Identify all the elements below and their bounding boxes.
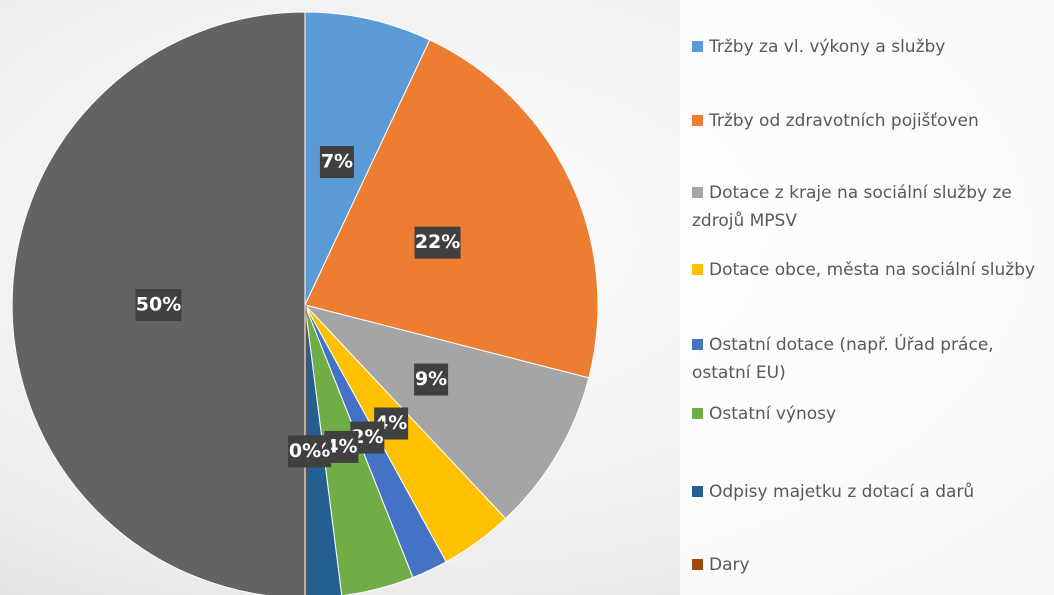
legend-entry: Odpisy majetku z dotací a darů <box>692 478 1042 506</box>
data-label: 4% <box>325 435 357 457</box>
pie-slice <box>304 39 599 379</box>
legend-label: Tržby za vl. výkony a služby <box>709 37 946 57</box>
pie-slice <box>304 11 431 306</box>
legend-entry: Ostatní výnosy <box>692 400 1042 428</box>
pie-slice <box>304 304 343 595</box>
data-label: 2% <box>351 426 383 448</box>
legend-entry: Dotace obce, města na sociální služby <box>692 256 1042 284</box>
legend-swatch <box>692 486 703 497</box>
data-label: 0% <box>289 440 321 462</box>
legend: Tržby za vl. výkony a služby Tržby od zdr… <box>680 0 1054 595</box>
legend-swatch <box>692 187 703 198</box>
legend-swatch <box>692 408 703 419</box>
data-label-box <box>135 289 182 321</box>
legend-swatch <box>692 559 703 570</box>
legend-entry: Ostatní dotace (např. Úřad práce, ostatn… <box>692 331 1042 387</box>
legend-label: Dary <box>709 555 750 575</box>
data-label-box <box>414 226 461 259</box>
legend-label: Ostatní výnosy <box>709 404 837 424</box>
data-label: 22% <box>415 231 460 253</box>
legend-label: Dotace obce, města na sociální služby <box>709 260 1036 280</box>
legend-swatch <box>692 41 703 52</box>
legend-swatch <box>692 264 703 275</box>
data-label: 9% <box>415 368 447 390</box>
data-label-box <box>414 363 449 396</box>
data-label: 7% <box>321 151 353 173</box>
legend-swatch <box>692 115 703 126</box>
legend-entry: Dary <box>692 551 1042 579</box>
legend-label: Dotace z kraje na sociální služby ze zdr… <box>692 183 1012 231</box>
legend-entry: Tržby od zdravotních pojišťoven <box>692 107 1042 135</box>
pie-slice <box>303 304 590 520</box>
data-label: 50% <box>136 294 181 316</box>
legend-label: Tržby od zdravotních pojišťoven <box>709 111 979 131</box>
legend-swatch <box>692 339 703 350</box>
legend-label: Ostatní dotace (např. Úřad práce, ostatn… <box>692 335 994 383</box>
legend-entry: Dotace z kraje na sociální služby ze zdr… <box>692 179 1042 235</box>
data-label-box <box>319 146 354 179</box>
legend-entry: Tržby za vl. výkony a služby <box>692 33 1042 61</box>
data-label-box <box>288 435 322 468</box>
legend-label: Odpisy majetku z dotací a darů <box>709 482 975 502</box>
